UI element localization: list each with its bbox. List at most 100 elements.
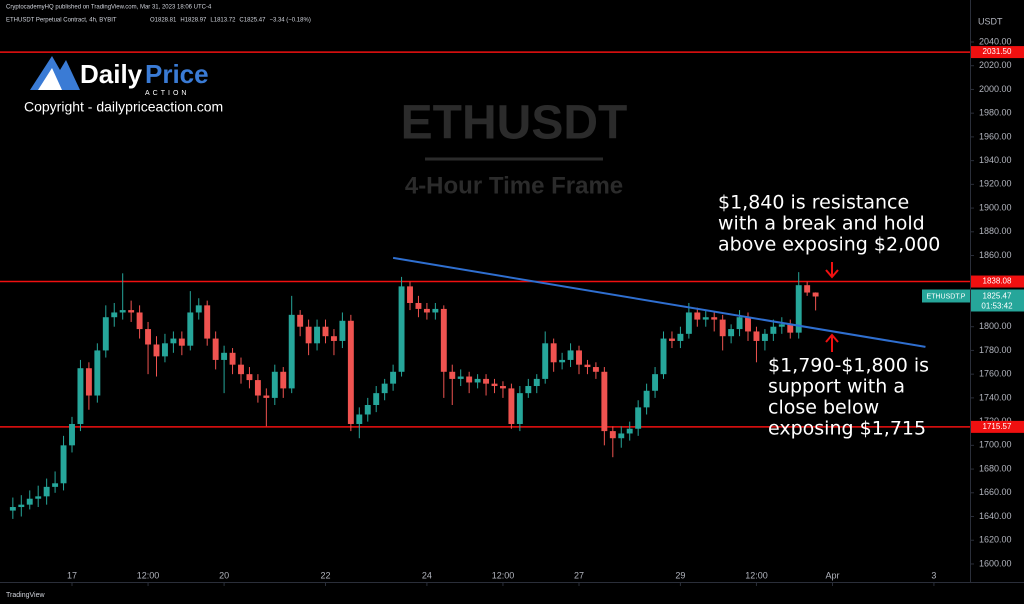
x-tick-label: 22 — [320, 570, 330, 580]
candle-body — [119, 310, 126, 313]
legend-value: H1828.97 — [180, 18, 207, 24]
candle-body — [330, 336, 337, 341]
candle-body — [18, 504, 25, 508]
candle-body — [9, 507, 16, 511]
y-tick-label: 1940.00 — [979, 155, 1012, 165]
candle-body — [85, 368, 92, 396]
x-tick-label: 29 — [675, 570, 685, 580]
candle-body — [753, 331, 760, 341]
price-tag-value: 1825.47 — [983, 292, 1012, 301]
logo-word1: Daily — [80, 59, 143, 89]
y-tick-label: 1640.00 — [979, 511, 1012, 521]
candle-body — [542, 343, 549, 379]
annotation-line: $1,790-$1,800 is — [768, 355, 929, 377]
level-tag — [971, 46, 1024, 59]
annotation-line: $1,840 is resistance — [718, 192, 909, 214]
candle-body — [499, 386, 506, 389]
x-tick-label: 27 — [574, 570, 584, 580]
candle-body — [745, 317, 751, 332]
logo-mark — [30, 56, 80, 90]
annotation-line: with a break and hold — [718, 213, 925, 235]
candle-body — [94, 350, 101, 396]
candle-body — [618, 433, 625, 439]
symbol: ETHUSDT Perpetual Contract, 4h, BYBIT — [6, 18, 117, 24]
trendline — [392, 256, 926, 348]
watermark-title: ETHUSDT — [401, 97, 628, 150]
price-tag-name-box — [922, 289, 970, 303]
candle-body — [43, 486, 50, 497]
candle-body — [187, 312, 194, 346]
candle-body — [136, 312, 143, 330]
level-tag-label: 2031.50 — [983, 47, 1012, 56]
candle-body — [35, 496, 42, 499]
candle-body — [60, 445, 67, 484]
y-tick-label: 1600.00 — [979, 558, 1012, 568]
candle-body — [449, 371, 456, 379]
candle-body — [254, 380, 261, 396]
annotation-line: support with a — [768, 376, 905, 398]
candle-body — [229, 352, 236, 365]
candle-body — [559, 359, 566, 363]
candle-body — [677, 333, 684, 341]
candle-body — [778, 324, 785, 327]
arrow-up — [825, 333, 839, 352]
plot-area — [0, 51, 970, 519]
x-tick-label: 20 — [219, 570, 229, 580]
y-tick-label: 1900.00 — [979, 202, 1012, 212]
logo-word2: Price — [145, 59, 209, 89]
candle-body — [145, 329, 152, 345]
candle-body — [102, 317, 109, 351]
y-tick-label: 1700.00 — [979, 440, 1012, 450]
candle-body — [381, 383, 388, 394]
candle-body — [702, 317, 709, 320]
candle-body — [305, 326, 312, 344]
candle-body — [238, 364, 244, 375]
candle-body — [550, 343, 557, 363]
price-tag-countdown: 01:53:42 — [981, 302, 1013, 311]
y-tick-label: 1920.00 — [979, 179, 1012, 189]
annotation-line: above exposing $2,000 — [718, 234, 940, 256]
candle-body — [178, 338, 185, 346]
candle-body — [643, 390, 650, 408]
candle-body — [26, 498, 33, 505]
x-tick-label: Apr — [826, 570, 840, 580]
x-tick-label: 12:00 — [137, 570, 160, 580]
candle-body — [339, 320, 346, 341]
candle-body — [246, 374, 253, 381]
logo-mark-inner — [38, 68, 62, 90]
candle-body — [212, 338, 219, 360]
candle-body — [525, 386, 532, 394]
footer: TradingView — [6, 592, 45, 599]
candle-body — [728, 329, 735, 337]
candle-body — [660, 338, 667, 375]
candle-body — [812, 292, 819, 297]
y-tick-label: 1760.00 — [979, 369, 1012, 379]
candle-body — [795, 285, 802, 333]
candle-body — [432, 308, 439, 313]
candle-body — [635, 407, 642, 429]
candle-body — [584, 364, 591, 368]
currency: USDT — [978, 16, 1003, 26]
candle-body — [592, 367, 599, 372]
candle-body — [390, 371, 397, 384]
legend-value: C1825.47 — [239, 18, 266, 24]
candle-body — [601, 371, 608, 432]
candle-body — [457, 376, 464, 379]
candle-body — [787, 324, 794, 333]
candle-body — [347, 320, 354, 424]
candle-body — [736, 317, 743, 330]
candle-body — [652, 374, 659, 391]
candle-body — [576, 350, 582, 365]
candle-body — [415, 302, 422, 309]
x-tick-label: 12:00 — [492, 570, 515, 580]
candle-body — [516, 393, 523, 424]
candle-body — [77, 368, 84, 424]
copyright: Copyright - dailypriceaction.com — [24, 99, 223, 115]
candle-body — [466, 376, 473, 383]
candle-body — [356, 414, 363, 424]
candle-body — [804, 285, 811, 293]
candle-body — [694, 312, 701, 320]
candle-body — [567, 350, 574, 360]
